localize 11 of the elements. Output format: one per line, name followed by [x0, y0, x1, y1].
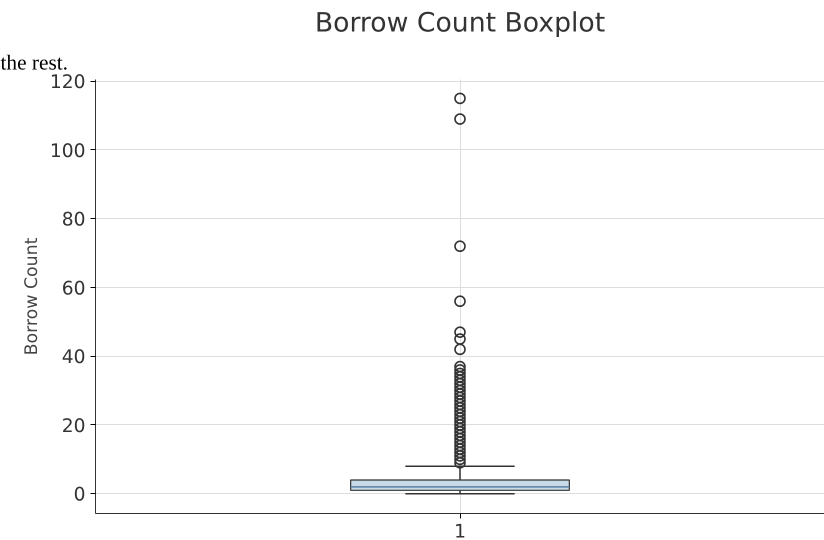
y-axis-title: Borrow Count — [22, 237, 42, 356]
y-tick-label: 100 — [50, 140, 86, 162]
x-tick-label: 1 — [454, 522, 466, 540]
chart-title: Borrow Count Boxplot — [314, 8, 606, 38]
text: the rest. — [0, 50, 68, 74]
y-tick-label: 120 — [50, 72, 86, 94]
y-tick-label: 80 — [62, 210, 86, 231]
y-tick-label: 40 — [62, 347, 86, 368]
y-tick-label: 60 — [62, 278, 86, 300]
y-tick-label: 0 — [74, 484, 86, 506]
y-tick-label: 20 — [62, 416, 86, 437]
